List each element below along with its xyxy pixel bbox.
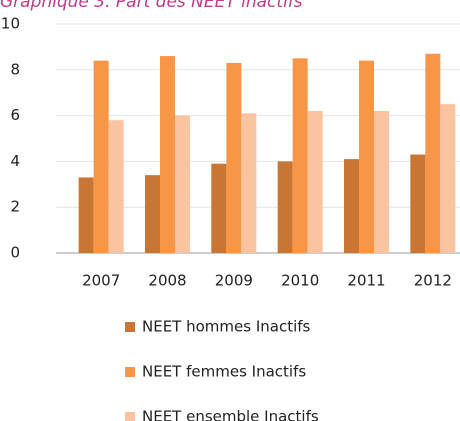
bar (425, 53, 441, 253)
bar (277, 161, 293, 253)
bar (175, 115, 190, 253)
bar (211, 163, 227, 253)
bar (160, 56, 175, 254)
bar (292, 58, 308, 253)
bar (108, 120, 124, 254)
y-tick-label: 0 (10, 244, 20, 262)
x-tick-label: 2008 (148, 272, 186, 290)
y-tick-label: 10 (1, 15, 20, 33)
y-tick-label: 8 (10, 60, 20, 78)
bar (307, 111, 323, 254)
y-tick-label: 6 (10, 106, 20, 124)
legend-label: NEET ensemble Inactifs (142, 408, 319, 421)
legend-swatch (125, 412, 135, 421)
x-tick-label: 2011 (347, 272, 385, 290)
bar (359, 60, 374, 253)
bar (241, 113, 257, 253)
bar (374, 111, 389, 254)
bar (410, 154, 426, 253)
chart-title: Graphique 3. Part des NEET inactifs (0, 0, 303, 12)
x-tick-label: 2012 (414, 272, 452, 290)
x-tick-label: 2007 (82, 272, 120, 290)
bar (145, 175, 160, 253)
y-tick-label: 2 (10, 198, 20, 216)
bar (93, 60, 109, 253)
y-tick-label: 4 (10, 152, 20, 170)
x-tick-label: 2010 (281, 272, 319, 290)
bar (226, 62, 242, 254)
legend-label: NEET femmes Inactifs (142, 363, 306, 381)
legend-swatch (125, 367, 135, 377)
bar (440, 104, 456, 254)
x-tick-label: 2009 (215, 272, 253, 290)
legend-label: NEET hommes Inactifs (142, 318, 311, 336)
bar (344, 159, 359, 253)
legend-swatch (125, 322, 135, 332)
bar (78, 177, 94, 253)
